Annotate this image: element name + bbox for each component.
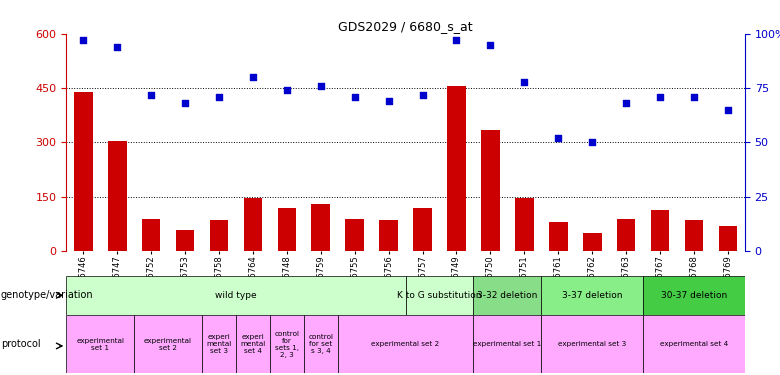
Bar [142,219,161,251]
Point [77,37,90,43]
Point [722,107,734,113]
Bar [643,276,745,315]
Bar [379,220,398,251]
Text: genotype/variation: genotype/variation [1,290,94,300]
Title: GDS2029 / 6680_s_at: GDS2029 / 6680_s_at [339,20,473,33]
Text: experimental
set 1: experimental set 1 [76,338,124,351]
Bar [338,315,473,373]
Point [552,135,565,141]
Bar [406,276,473,315]
Bar [651,210,669,251]
Point [246,74,259,80]
Text: wild type: wild type [215,291,257,300]
Bar [270,315,304,373]
Bar [108,141,126,251]
Point [111,44,123,50]
Point [654,94,666,100]
Bar [473,276,541,315]
Bar [515,198,534,251]
Point [382,98,395,104]
Bar [583,233,601,251]
Point [586,140,598,146]
Point [620,100,633,106]
Point [213,94,225,100]
Bar [643,315,745,373]
Text: 30-37 deletion: 30-37 deletion [661,291,727,300]
Text: experimental
set 2: experimental set 2 [144,338,192,351]
Bar [304,315,338,373]
Text: control
for
sets 1,
2, 3: control for sets 1, 2, 3 [275,331,300,358]
Bar [236,315,270,373]
Point [450,37,463,43]
Point [417,92,429,98]
Point [314,83,327,89]
Text: experimental set 3: experimental set 3 [558,341,626,347]
Bar [74,92,93,251]
Bar [685,220,704,251]
Text: 3-32 deletion: 3-32 deletion [477,291,537,300]
Bar [541,276,643,315]
Bar [66,315,134,373]
Bar [413,208,432,251]
Point [349,94,361,100]
Bar [346,219,364,251]
Point [179,100,191,106]
Bar [134,315,202,373]
Bar [447,86,466,251]
Text: protocol: protocol [1,339,41,349]
Text: experi
mental
set 4: experi mental set 4 [240,334,265,354]
Point [484,42,497,48]
Point [145,92,158,98]
Bar [202,315,236,373]
Text: control
for set
s 3, 4: control for set s 3, 4 [308,334,333,354]
Bar [481,130,500,251]
Bar [718,226,737,251]
Point [688,94,700,100]
Text: K to G substitution: K to G substitution [397,291,482,300]
Bar [278,208,296,251]
Bar [311,204,330,251]
Bar [66,276,406,315]
Bar [549,222,568,251]
Text: experimental set 2: experimental set 2 [371,341,440,347]
Bar [617,219,636,251]
Bar [473,315,541,373]
Text: experimental set 1: experimental set 1 [473,341,541,347]
Text: experi
mental
set 3: experi mental set 3 [207,334,232,354]
Bar [541,315,643,373]
Bar [176,230,194,251]
Text: experimental set 4: experimental set 4 [660,341,729,347]
Bar [243,198,262,251]
Bar [210,220,229,251]
Point [518,79,530,85]
Text: 3-37 deletion: 3-37 deletion [562,291,622,300]
Point [281,87,293,93]
